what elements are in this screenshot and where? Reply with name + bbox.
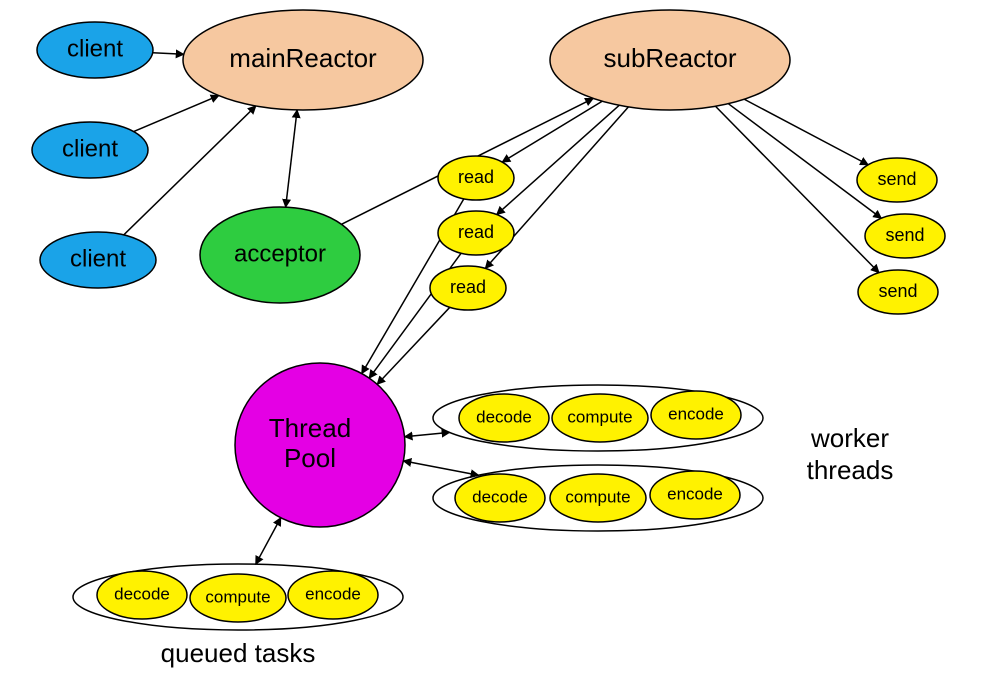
node-send3: send xyxy=(858,270,938,314)
edge xyxy=(405,432,450,436)
node-label: decode xyxy=(472,487,528,506)
free-label: queued tasks xyxy=(161,638,316,668)
node-send1: send xyxy=(857,158,937,202)
edge xyxy=(286,110,297,207)
node-threadpool: ThreadPool xyxy=(235,363,405,527)
reactor-diagram: client client client mainReactor subReactor a… xyxy=(0,0,996,689)
free-label: threads xyxy=(807,455,894,485)
node-label: send xyxy=(885,225,924,245)
node-label: Pool xyxy=(284,443,336,473)
node-label: send xyxy=(878,281,917,301)
node-label: read xyxy=(458,167,494,187)
node-label: client xyxy=(62,135,118,162)
node-label: Thread xyxy=(269,413,351,443)
node-w2_compute: compute xyxy=(550,474,646,522)
node-label: acceptor xyxy=(234,240,326,267)
node-label: read xyxy=(450,277,486,297)
node-label: client xyxy=(70,245,126,272)
edge xyxy=(715,106,879,272)
free-label: worker xyxy=(810,423,889,453)
edge xyxy=(153,53,184,54)
node-label: read xyxy=(458,222,494,242)
node-label: send xyxy=(877,169,916,189)
node-label: encode xyxy=(668,404,724,423)
node-label: encode xyxy=(305,584,361,603)
node-w2_encode: encode xyxy=(650,471,740,519)
node-q_encode: encode xyxy=(288,571,378,619)
node-label: encode xyxy=(667,484,723,503)
edge xyxy=(134,96,219,132)
edge xyxy=(256,518,281,564)
node-label: decode xyxy=(476,407,532,426)
node-w1_decode: decode xyxy=(459,394,549,442)
node-read1: read xyxy=(438,156,514,200)
node-q_decode: decode xyxy=(97,571,187,619)
node-subReactor: subReactor xyxy=(550,10,790,110)
edge xyxy=(728,104,881,219)
node-label: compute xyxy=(205,587,270,606)
node-mainReactor: mainReactor xyxy=(183,10,423,110)
node-label: mainReactor xyxy=(229,43,377,73)
node-w1_compute: compute xyxy=(552,394,648,442)
node-read2: read xyxy=(438,211,514,255)
edge xyxy=(403,461,478,475)
node-acceptor: acceptor xyxy=(200,207,360,303)
node-send2: send xyxy=(865,214,945,258)
node-label: subReactor xyxy=(604,43,737,73)
node-label: compute xyxy=(565,487,630,506)
node-read3: read xyxy=(430,266,506,310)
node-client2: client xyxy=(32,122,148,178)
node-client3: client xyxy=(40,232,156,288)
node-label: decode xyxy=(114,584,170,603)
node-q_compute: compute xyxy=(190,574,286,622)
node-label: compute xyxy=(567,407,632,426)
node-client1: client xyxy=(37,22,153,78)
node-w1_encode: encode xyxy=(651,391,741,439)
node-label: client xyxy=(67,35,123,62)
node-w2_decode: decode xyxy=(455,474,545,522)
edge xyxy=(497,105,620,214)
